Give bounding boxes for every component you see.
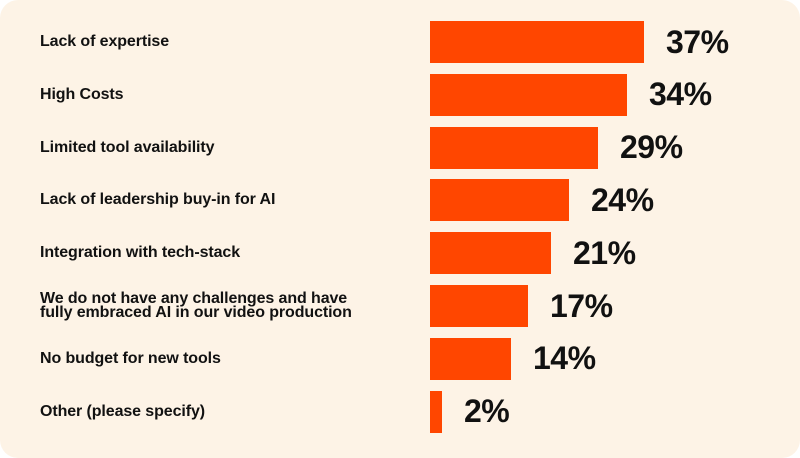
chart-row: We do not have any challenges and have f… [0,284,800,328]
chart-row: Integration with tech-stack 21% [0,231,800,275]
bar [430,126,598,169]
chart-row: Lack of leadership buy-in for AI 24% [0,178,800,222]
chart-row: Other (please specify) 2% [0,390,800,434]
value-label: 14% [533,340,596,377]
chart-row: No budget for new tools 14% [0,337,800,381]
bar [430,232,551,275]
category-label: No budget for new tools [40,349,221,367]
value-label: 37% [666,23,729,60]
chart-row: Lack of expertise 37% [0,20,800,64]
bar [430,337,511,380]
bar [430,390,442,433]
chart-row: Limited tool availability 29% [0,126,800,170]
value-label: 21% [573,234,636,271]
value-label: 17% [550,287,613,324]
value-label: 29% [620,129,683,166]
bar [430,21,644,63]
category-label: Lack of expertise [40,33,170,50]
bar [430,73,627,116]
category-label: Lack of leadership buy-in for AI [40,191,276,209]
chart-row: High Costs 34% [0,73,800,117]
category-label: Other (please specify) [40,402,205,420]
value-label: 24% [591,181,654,218]
category-label: Limited tool availability [40,138,215,156]
category-label: High Costs [40,85,124,103]
bar [430,285,528,327]
value-label: 34% [649,76,712,113]
value-label: 2% [464,393,510,430]
category-label: We do not have any challenges and have f… [40,290,352,321]
bar [430,179,569,222]
category-label: Integration with tech-stack [40,244,240,262]
